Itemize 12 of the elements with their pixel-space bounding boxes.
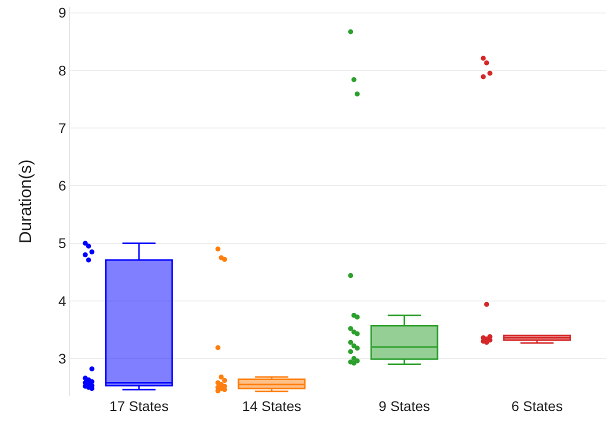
y-tick-label: 9	[58, 4, 66, 21]
x-tick-label: 14 States	[242, 398, 302, 414]
x-tick-label: 9 States	[378, 398, 430, 414]
y-tick-label: 7	[58, 120, 66, 136]
x-tick-label: 6 States	[511, 398, 563, 414]
x-tick-label: 17 States	[109, 398, 169, 414]
y-tick-label: 8	[58, 62, 66, 78]
y-tick-label: 3	[58, 350, 66, 366]
y-axis-title: Duration(s)	[16, 159, 35, 244]
y-tick-label: 5	[58, 235, 66, 252]
y-tick-label: 4	[58, 292, 66, 309]
y-tick-label: 6	[58, 178, 66, 194]
